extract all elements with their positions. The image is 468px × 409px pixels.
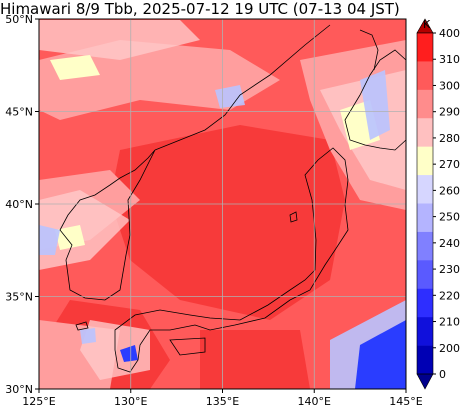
colorbar-tick-label: 310 bbox=[439, 53, 460, 66]
cloud-band bbox=[50, 55, 100, 80]
colorbar-segment bbox=[417, 345, 433, 375]
longitude-ticks: 125°E 130°E 135°E 140°E 145°E bbox=[22, 389, 423, 408]
colorbar-tick-label: 220 bbox=[439, 289, 460, 302]
cold-cloud-patch bbox=[80, 328, 96, 344]
coastline-korea bbox=[59, 149, 156, 301]
cloud-band bbox=[39, 20, 200, 60]
colorbar-tick-label: 290 bbox=[439, 106, 460, 119]
lon-tick-label: 130°E bbox=[114, 395, 147, 408]
field-warm-region bbox=[110, 125, 345, 320]
lon-tick-label: 125°E bbox=[22, 395, 55, 408]
lon-tick-label: 140°E bbox=[298, 395, 331, 408]
colorbar-segment bbox=[417, 33, 433, 62]
colorbar-segment bbox=[417, 260, 433, 290]
coastline-asia bbox=[154, 24, 331, 151]
cloud-band bbox=[55, 225, 85, 250]
coastline-sado bbox=[289, 211, 298, 223]
colorbar-segment bbox=[417, 89, 433, 119]
coastline-jeju bbox=[75, 321, 89, 331]
coastlines bbox=[59, 24, 406, 373]
cold-cloud-patch bbox=[360, 70, 390, 140]
lon-tick-label: 145°E bbox=[389, 395, 422, 408]
colorbar-segment bbox=[417, 231, 433, 261]
lon-tick-label: 135°E bbox=[206, 395, 239, 408]
lat-tick-label: 40°N bbox=[5, 198, 33, 211]
colorbar-tick-label: 210 bbox=[439, 316, 460, 329]
colorbar-tick-label: 260 bbox=[439, 184, 460, 197]
colorbar-tick-label: 200 bbox=[439, 342, 460, 355]
colorbar-tick-label: 250 bbox=[439, 211, 460, 224]
lat-tick-label: 45°N bbox=[5, 106, 33, 119]
colorbar-segment bbox=[417, 61, 433, 91]
colorbar-unit: K bbox=[423, 18, 431, 31]
cold-cloud-core bbox=[120, 345, 138, 362]
lat-tick-label: 50°N bbox=[5, 13, 33, 26]
field-warm-region bbox=[200, 330, 310, 389]
cold-cloud-core bbox=[355, 320, 406, 389]
colorbar-segment bbox=[417, 203, 433, 233]
colorbar-tick-label: 270 bbox=[439, 158, 460, 171]
colorbar-tick-label: 0 bbox=[439, 368, 446, 381]
colorbar-segment bbox=[417, 317, 433, 346]
colorbar-tick-label: 230 bbox=[439, 263, 460, 276]
colorbar-segment bbox=[417, 288, 433, 318]
colorbar-tick-label: 240 bbox=[439, 237, 460, 250]
cold-cloud-patch bbox=[39, 225, 60, 255]
coastline-hokkaido bbox=[344, 49, 406, 151]
colorbar-frame bbox=[416, 32, 434, 375]
colorbar-segment bbox=[417, 146, 433, 176]
colorbar-tick-label: 280 bbox=[439, 132, 460, 145]
coastline-sakhalin bbox=[359, 29, 379, 71]
colorbar-segment bbox=[417, 175, 433, 204]
colorbar-segment bbox=[417, 118, 433, 147]
cloud-band bbox=[39, 190, 130, 270]
gridlines bbox=[39, 19, 406, 389]
coastline-kyushu-honshu bbox=[114, 147, 349, 373]
map-title: Himawari 8/9 Tbb, 2025-07-12 19 UTC (07-… bbox=[0, 0, 400, 18]
colorbar-tick-label: 400 bbox=[439, 27, 460, 40]
lat-tick-label: 30°N bbox=[5, 383, 33, 396]
colorbar-tick-label: 300 bbox=[439, 79, 460, 92]
colorbar-extend-bottom bbox=[416, 373, 434, 390]
colorbar: 400 310 300 290 280 270 260 250 240 230 220 210 200 0 bbox=[416, 18, 460, 390]
coastline-shikoku bbox=[169, 337, 206, 356]
lat-tick-label: 35°N bbox=[5, 291, 33, 304]
latitude-ticks: 50°N 45°N 40°N 35°N 30°N bbox=[5, 13, 39, 396]
